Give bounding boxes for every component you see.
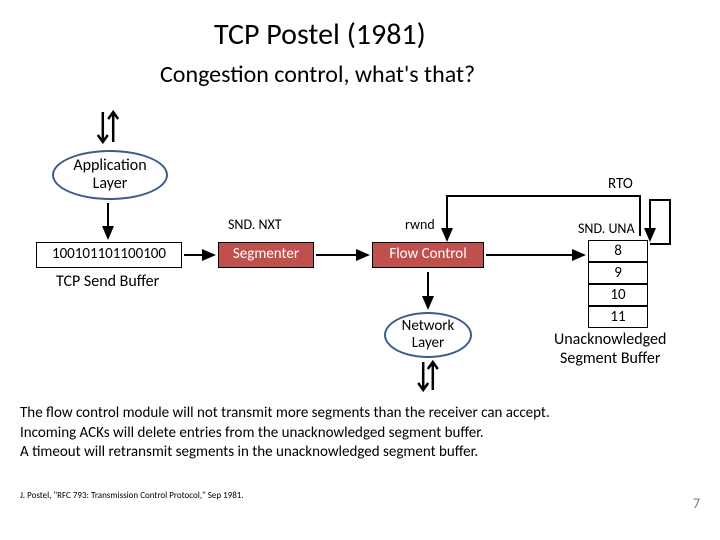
unacked-segment-row: 11 <box>588 306 648 328</box>
unacked-segment-row: 8 <box>588 240 648 262</box>
unacked-segment-row: 10 <box>588 284 648 306</box>
unacked-segment-row: 9 <box>588 262 648 284</box>
